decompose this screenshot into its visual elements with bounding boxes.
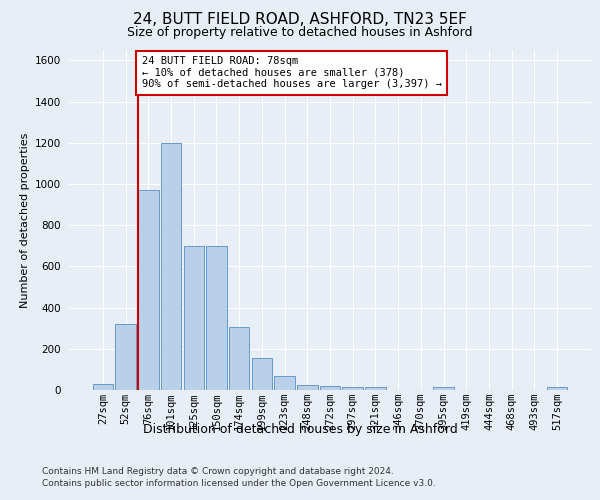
Text: Contains HM Land Registry data © Crown copyright and database right 2024.: Contains HM Land Registry data © Crown c… bbox=[42, 468, 394, 476]
Bar bbox=[343, 387, 363, 390]
Bar bbox=[547, 387, 567, 390]
Bar bbox=[297, 385, 317, 390]
Bar bbox=[320, 386, 340, 390]
Bar bbox=[365, 387, 386, 390]
Y-axis label: Number of detached properties: Number of detached properties bbox=[20, 132, 29, 308]
Text: 24, BUTT FIELD ROAD, ASHFORD, TN23 5EF: 24, BUTT FIELD ROAD, ASHFORD, TN23 5EF bbox=[133, 12, 467, 28]
Text: Contains public sector information licensed under the Open Government Licence v3: Contains public sector information licen… bbox=[42, 479, 436, 488]
Bar bbox=[274, 376, 295, 390]
Bar bbox=[251, 358, 272, 390]
Bar bbox=[184, 246, 204, 390]
Bar bbox=[206, 246, 227, 390]
Bar bbox=[229, 327, 250, 390]
Text: Distribution of detached houses by size in Ashford: Distribution of detached houses by size … bbox=[143, 422, 457, 436]
Bar bbox=[115, 324, 136, 390]
Bar bbox=[93, 384, 113, 390]
Text: Size of property relative to detached houses in Ashford: Size of property relative to detached ho… bbox=[127, 26, 473, 39]
Text: 24 BUTT FIELD ROAD: 78sqm
← 10% of detached houses are smaller (378)
90% of semi: 24 BUTT FIELD ROAD: 78sqm ← 10% of detac… bbox=[142, 56, 442, 90]
Bar bbox=[138, 190, 158, 390]
Bar bbox=[161, 142, 181, 390]
Bar bbox=[433, 387, 454, 390]
